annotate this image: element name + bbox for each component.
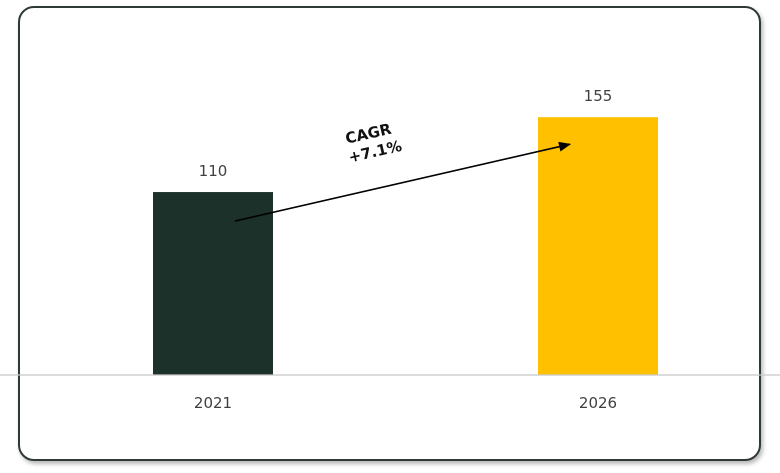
value-labels: 110 155 xyxy=(199,87,613,180)
bar-group xyxy=(153,117,658,376)
tick-labels: 2021 2026 xyxy=(194,394,617,412)
cagr-annotation: CAGR +7.1% xyxy=(342,118,403,166)
cagr-arrow xyxy=(234,141,571,222)
value-label-2026: 155 xyxy=(584,87,613,105)
bar-2021 xyxy=(153,192,273,375)
value-label-2021: 110 xyxy=(199,162,228,180)
tick-label-2021: 2021 xyxy=(194,394,232,412)
tick-label-2026: 2026 xyxy=(579,394,617,412)
bar-2026 xyxy=(538,117,658,376)
